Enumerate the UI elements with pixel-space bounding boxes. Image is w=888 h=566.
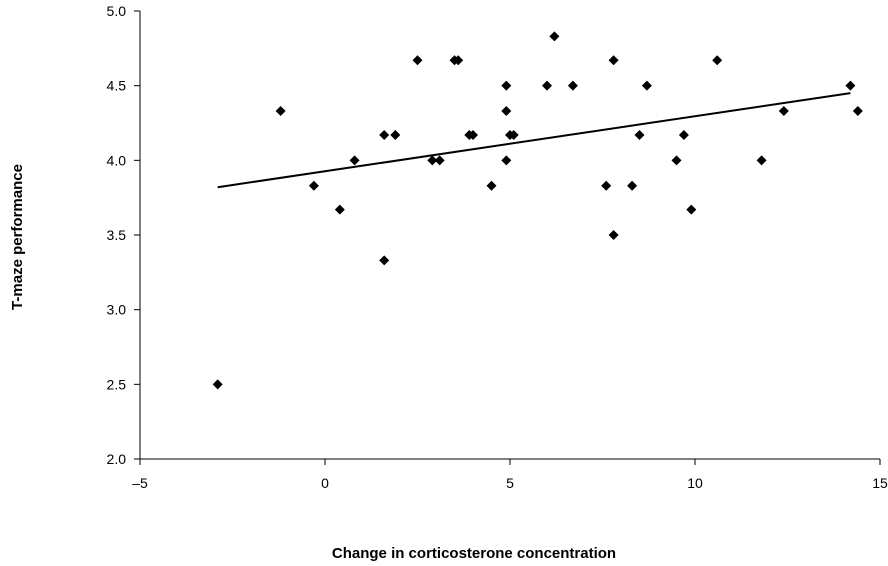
data-point [634,129,645,140]
data-points [212,31,863,390]
y-tick-label: 4.0 [107,152,127,168]
data-point [601,180,612,191]
data-point [390,129,401,140]
y-tick-label: 3.5 [107,227,127,243]
data-point [627,180,638,191]
data-point [412,55,423,66]
y-axis-ticks: 2.0 2.5 3.0 3.5 4.0 4.5 5.0 [107,3,140,467]
y-tick-label: 2.5 [107,376,127,392]
data-point [501,155,512,166]
x-tick-label: 0 [321,475,329,491]
data-point [678,129,689,140]
y-tick-label: 5.0 [107,3,127,19]
data-point [549,31,560,42]
data-point [608,55,619,66]
x-tick-label: 15 [872,475,888,491]
x-tick-label: 10 [687,475,703,491]
data-point [486,180,497,191]
y-tick-label: 3.0 [107,302,127,318]
data-point [845,80,856,91]
y-tick-label: 4.5 [107,78,127,94]
axes [139,11,880,460]
data-point [567,80,578,91]
data-point [686,204,697,215]
data-point [542,80,552,91]
trendline [217,92,851,189]
data-point [434,155,445,166]
data-point [379,129,390,140]
x-axis-title: Change in corticosterone concentration [332,545,616,562]
data-point [778,106,789,117]
y-axis-title: T-maze performance [9,164,26,310]
data-point [349,155,360,166]
data-point [712,55,723,66]
data-point [212,379,223,390]
y-tick-label: 2.0 [107,451,127,467]
data-point [671,155,682,166]
data-point [379,255,390,266]
data-point [852,106,863,117]
data-point [334,204,345,215]
x-axis-ticks: –5 0 5 10 15 [132,459,888,491]
data-point [453,55,464,66]
x-tick-label: 5 [506,475,514,491]
data-point [275,106,286,117]
data-point [427,155,438,166]
data-point [501,80,512,91]
data-point [468,129,478,140]
data-point [501,106,512,117]
data-point [508,129,519,140]
data-point [608,230,619,240]
trendline-group [217,92,851,189]
data-point [756,155,767,166]
data-point [308,180,319,191]
x-tick-label: –5 [132,475,148,491]
data-point [641,80,652,91]
